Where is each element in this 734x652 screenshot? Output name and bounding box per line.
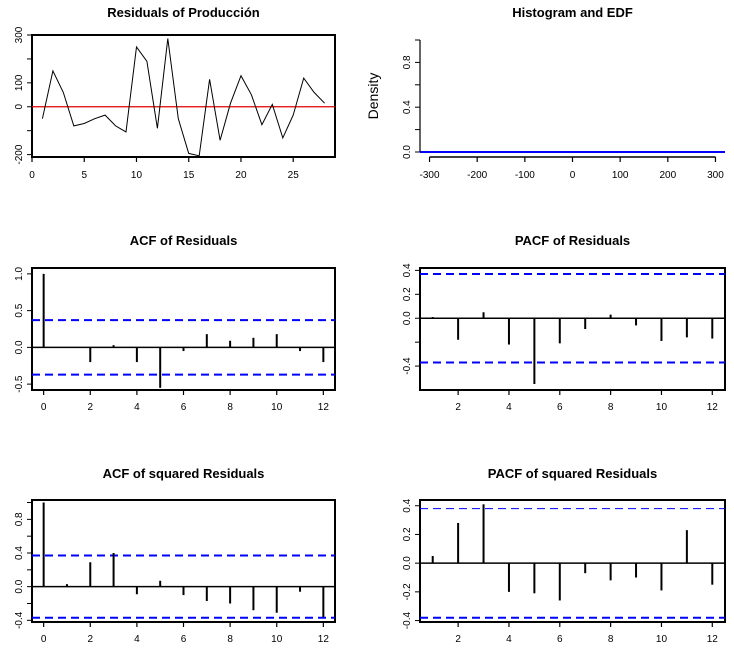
x-tick-label: 12 xyxy=(707,634,719,645)
y-tick-label: 0.0 xyxy=(402,556,413,570)
y-tick-label: 0.4 xyxy=(14,546,25,560)
x-tick-label: 8 xyxy=(608,634,614,645)
y-tick-label: 0.2 xyxy=(402,287,413,301)
x-tick-label: 0 xyxy=(41,402,47,413)
x-tick-label: 10 xyxy=(271,634,283,645)
plot-frame xyxy=(419,267,726,391)
chart-title: Residuals of Producción xyxy=(107,5,259,20)
x-tick-label: 12 xyxy=(707,402,719,413)
y-tick-label: 0.0 xyxy=(402,145,413,159)
x-tick-label: 6 xyxy=(181,402,187,413)
x-tick-label: 2 xyxy=(455,402,461,413)
plot-frame xyxy=(31,499,336,623)
x-tick-label: 8 xyxy=(608,402,614,413)
y-tick-label: 0.0 xyxy=(14,579,25,593)
x-tick-label: 6 xyxy=(557,402,563,413)
y-tick-label: -0.5 xyxy=(14,375,25,393)
x-tick-label: 2 xyxy=(455,634,461,645)
plot-frame xyxy=(419,499,726,623)
y-tick-label: -0.4 xyxy=(402,357,413,375)
y-tick-label: -0.4 xyxy=(402,612,413,630)
y-tick-label: 0.4 xyxy=(402,100,413,114)
chart-title: ACF of Residuals xyxy=(130,233,238,248)
plot-frame xyxy=(31,267,336,391)
y-tick-label: 0.0 xyxy=(402,311,413,325)
x-tick-label: 0 xyxy=(41,634,47,645)
x-tick-label: 4 xyxy=(506,402,512,413)
residual-series-line xyxy=(41,38,325,157)
y-tick-label: 300 xyxy=(14,26,25,43)
y-tick-label: -0.4 xyxy=(14,611,25,629)
plot-frame xyxy=(31,34,336,158)
x-tick-label: 8 xyxy=(227,634,233,645)
x-tick-label: 4 xyxy=(134,634,140,645)
x-tick-label: 5 xyxy=(81,170,87,181)
chart-title: ACF of squared Residuals xyxy=(103,466,265,481)
x-tick-label: 6 xyxy=(557,634,563,645)
x-tick-label: 100 xyxy=(612,170,629,181)
y-tick-label: 0.4 xyxy=(402,498,413,512)
panel-residuals: Residuals of Producción 0 5 10 15 20 25 -200 0 10… xyxy=(14,5,336,181)
x-tick-label: 2 xyxy=(87,634,93,645)
x-tick-label: 12 xyxy=(318,402,330,413)
x-tick-label: 300 xyxy=(707,170,724,181)
panel-acf: ACF of Residuals 0 2 4 6 8 10 12 -0.5 0.0 0.5 1.0 xyxy=(14,233,336,413)
x-tick-label: 4 xyxy=(506,634,512,645)
y-tick-label: 0.4 xyxy=(402,263,413,277)
x-tick-label: 25 xyxy=(288,170,300,181)
x-tick-label: -300 xyxy=(420,170,440,181)
x-tick-label: 8 xyxy=(227,402,233,413)
chart-title: PACF of squared Residuals xyxy=(488,466,658,481)
x-tick-label: 10 xyxy=(656,634,668,645)
x-tick-label: 4 xyxy=(134,402,140,413)
x-tick-label: 0 xyxy=(570,170,576,181)
y-tick-label: 100 xyxy=(14,74,25,91)
chart-title: PACF of Residuals xyxy=(515,233,630,248)
x-tick-label: -200 xyxy=(467,170,487,181)
x-tick-label: 10 xyxy=(656,402,668,413)
chart-title: Histogram and EDF xyxy=(512,5,633,20)
panel-pacf-squared: PACF of squared Residuals 2 4 6 8 10 12 -0.4 -0.… xyxy=(402,466,726,645)
y-tick-label: 1.0 xyxy=(14,266,25,280)
x-tick-label: 10 xyxy=(131,170,143,181)
x-tick-label: 20 xyxy=(235,170,247,181)
y-tick-label: 0 xyxy=(14,104,25,110)
y-tick-label: 0.2 xyxy=(402,527,413,541)
y-tick-label: -200 xyxy=(14,144,25,164)
x-tick-label: 0 xyxy=(29,170,35,181)
y-tick-label: 0.8 xyxy=(402,55,413,69)
x-tick-label: 200 xyxy=(659,170,676,181)
x-tick-label: 12 xyxy=(318,634,330,645)
x-tick-label: 6 xyxy=(181,634,187,645)
y-tick-label: 0.8 xyxy=(14,512,25,526)
y-tick-label: 0.0 xyxy=(14,340,25,354)
x-tick-label: 10 xyxy=(271,402,283,413)
x-tick-label: 2 xyxy=(87,402,93,413)
panel-histogram: Histogram and EDF -300 -200 -100 0 100 200 300 0… xyxy=(365,5,725,181)
panel-acf-squared: ACF of squared Residuals 0 2 4 6 8 10 12 -0.4 0.0… xyxy=(14,466,336,645)
y-axis-label: Density xyxy=(365,73,381,120)
y-tick-label: -0.2 xyxy=(402,583,413,601)
y-tick-label: 0.5 xyxy=(14,303,25,317)
panel-pacf: PACF of Residuals 2 4 6 8 10 12 -0.4 0.0 0.2 0.4 xyxy=(402,233,726,413)
x-tick-label: 15 xyxy=(183,170,195,181)
x-tick-label: -100 xyxy=(515,170,535,181)
